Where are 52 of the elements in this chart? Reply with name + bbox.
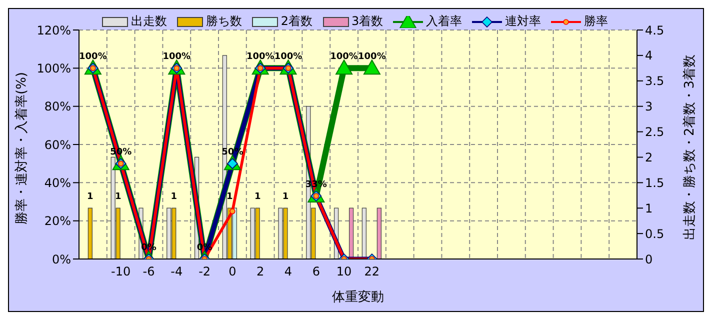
y2-tick-label: 4.5 — [645, 23, 664, 38]
y2-tick-label: 2.5 — [645, 125, 664, 140]
data-label: 1 — [170, 192, 178, 202]
x-tick-label: 4 — [284, 264, 292, 279]
x-tick-label: -2 — [198, 264, 211, 279]
x-tick-label: -6 — [142, 264, 155, 279]
y-axis-title: 勝率・連対率・入着率(%) — [14, 72, 30, 224]
x-tick-label: 10 — [336, 264, 352, 279]
data-label: 1 — [282, 192, 289, 202]
data-label: 1 — [254, 192, 261, 202]
data-label: 100% — [246, 52, 274, 62]
data-label: 0% — [196, 243, 212, 253]
y2-tick-label: 1.5 — [645, 176, 664, 190]
y2-tick-label: 0 — [645, 252, 653, 266]
data-label: 100% — [274, 52, 302, 62]
data-label: 100% — [358, 52, 386, 62]
x-tick-label: 2 — [256, 264, 264, 279]
y2-tick-label: 3 — [645, 100, 653, 114]
data-label: 100% — [162, 52, 191, 62]
y2-tick-label: 4 — [645, 48, 653, 63]
y2-tick-label: 3.5 — [645, 74, 664, 88]
y-tick-label: 60% — [44, 138, 71, 152]
data-label: 0% — [141, 243, 156, 253]
legend-label: 2着数 — [280, 13, 312, 30]
data-label: 100% — [79, 52, 107, 62]
legend-label: 勝ち数 — [206, 13, 242, 30]
y2-axis-title: 出走数・勝ち数・2着数・3着数 — [682, 54, 698, 240]
x-tick-label: -10 — [111, 264, 131, 279]
legend-label: 出走数 — [130, 13, 167, 30]
y-tick-label: 20% — [44, 214, 71, 228]
y2-tick-label: 0.5 — [645, 226, 664, 241]
x-tick-label: 6 — [312, 264, 320, 279]
legend-label: 3着数 — [352, 13, 384, 30]
data-label: 1 — [226, 192, 233, 202]
y2-tick-label: 2 — [645, 150, 653, 164]
x-tick-label: -4 — [170, 264, 183, 279]
data-label: 33% — [305, 180, 327, 190]
legend-label: 連対率 — [505, 13, 542, 30]
y2-tick-label: 1 — [645, 201, 653, 216]
y-tick-label: 80% — [44, 100, 71, 114]
data-label: 1 — [114, 192, 122, 202]
y-tick-label: 120% — [36, 23, 71, 38]
legend-label: 入着率 — [426, 13, 462, 30]
x-axis-title: 体重変動 — [332, 289, 384, 305]
data-label: 1 — [87, 192, 94, 202]
y-tick-label: 40% — [44, 176, 71, 190]
y-tick-label: 100% — [36, 61, 71, 76]
legend-label: 勝率 — [584, 13, 608, 30]
y-tick-label: 0% — [52, 252, 71, 266]
data-label: 100% — [330, 52, 358, 62]
x-tick-label: 22 — [364, 264, 380, 279]
x-tick-label: 0 — [228, 264, 236, 279]
